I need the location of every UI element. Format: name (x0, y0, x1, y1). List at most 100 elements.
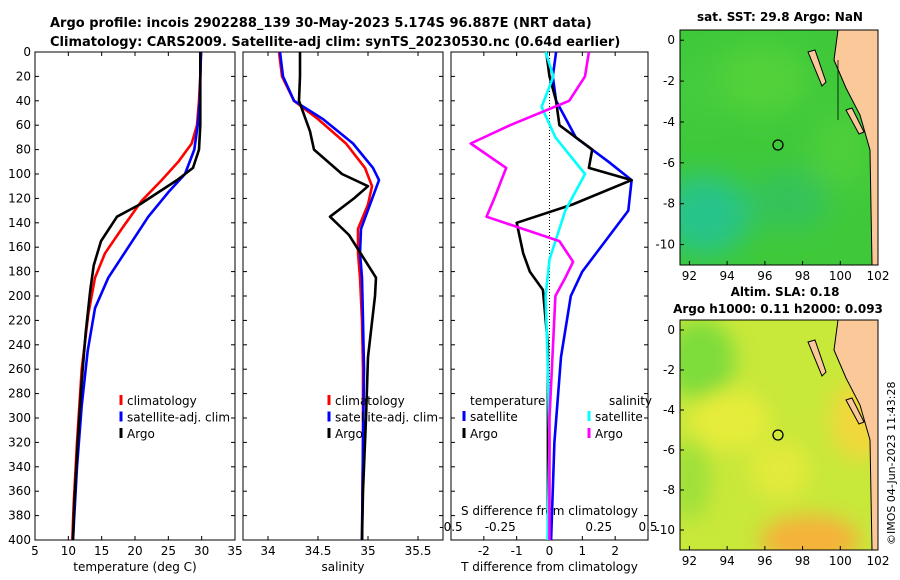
sst-argo-marker (772, 139, 784, 151)
legend-salinity-title: salinity (609, 394, 652, 408)
sla-map-subtitle: Argo h1000: 0.11 h2000: 0.093 (673, 302, 883, 316)
salinity-legend-label: satellite-adj. clim (335, 411, 438, 425)
depth-tick-label: 220 (8, 313, 31, 327)
series-line-s-argo (469, 51, 591, 540)
temperature-legend-label: satellite-adj. clim (127, 411, 230, 425)
difference-legend-label: Argo (595, 427, 623, 441)
sla-map-xtick-label: 98 (795, 554, 810, 568)
difference-xtick-label: -2 (478, 544, 490, 558)
sla-map-ytick-label: -10 (655, 523, 675, 537)
difference-xtick-label: 1 (579, 544, 587, 558)
depth-tick-label: 400 (8, 533, 31, 547)
chart-subtitle: Climatology: CARS2009. Satellite-adj cli… (50, 35, 620, 50)
depth-tick-label: 320 (8, 435, 31, 449)
series-line-argo (71, 52, 202, 541)
difference-xtick2-label: 0.5 (638, 520, 657, 534)
sst-map-xtick-label: 102 (867, 269, 890, 283)
depth-tick-label: 140 (8, 216, 31, 230)
timestamp: ©IMOS 04-Jun-2023 11:43:28 (885, 381, 898, 545)
temperature-xlabel: temperature (deg C) (73, 560, 196, 574)
depth-tick-label: 180 (8, 265, 31, 279)
sst-map-ytick-label: -10 (655, 238, 675, 252)
temperature-xtick-label: 5 (31, 544, 39, 558)
depth-tick-label: 260 (8, 362, 31, 376)
difference-xtick-label: 0 (546, 544, 554, 558)
depth-tick-label: 20 (16, 69, 31, 83)
sla-map-ytick-label: 0 (667, 323, 675, 337)
sst-map-ytick-label: -8 (663, 197, 675, 211)
difference-legend-label: satellite (595, 410, 643, 424)
sla-map-ytick-label: -6 (663, 443, 675, 457)
temperature-xtick-label: 35 (227, 544, 242, 558)
difference-legend-label: satellite (470, 410, 518, 424)
sla-argo-marker (772, 429, 784, 441)
sla-map-image (680, 320, 878, 550)
difference-xtick-label: -1 (511, 544, 523, 558)
series-line-satellite-adj-clim (278, 51, 381, 541)
series-line-t-satellite (549, 51, 633, 541)
temperature-legend-label: Argo (127, 427, 155, 441)
depth-tick-label: 380 (8, 509, 31, 523)
series-line-s-satellite (540, 51, 587, 541)
sla-map-xtick-label: 92 (682, 554, 697, 568)
sst-map-xtick-label: 94 (720, 269, 735, 283)
sst-map-ytick-label: -4 (663, 115, 675, 129)
difference-xtick2-label: -0.5 (439, 520, 462, 534)
sst-map-xtick-label: 96 (757, 269, 772, 283)
depth-tick-label: 160 (8, 240, 31, 254)
salinity-panel: 34 34.5 35 35.5 salinity climatology satellite… (242, 51, 444, 574)
sla-map-xtick-label: 94 (720, 554, 735, 568)
depth-tick-label: 100 (8, 167, 31, 181)
temperature-xtick-label: 15 (94, 544, 109, 558)
series-line-t-argo (515, 51, 633, 540)
depth-tick-label: 340 (8, 460, 31, 474)
legend-temperature-title: temperature (470, 394, 545, 408)
series-line-argo (297, 52, 378, 541)
difference-xtick2-label: -0.25 (485, 520, 516, 534)
difference-legend-label: Argo (470, 427, 498, 441)
salinity-xtick-label: 34 (260, 544, 275, 558)
sst-map-ytick-label: -6 (663, 156, 675, 170)
chart-title: Argo profile: incois 2902288_139 30-May-… (50, 16, 592, 31)
temperature-xtick-label: 30 (194, 544, 209, 558)
depth-tick-label: 360 (8, 484, 31, 498)
salinity-frame (242, 51, 444, 541)
sla-map-xtick-label: 102 (867, 554, 890, 568)
difference-xtick2-label: 0.25 (585, 520, 612, 534)
salinity-xtick-label: 35.5 (405, 544, 432, 558)
sst-map-xtick-label: 100 (829, 269, 852, 283)
salinity-legend-label: climatology (335, 394, 405, 408)
depth-tick-label: 240 (8, 338, 31, 352)
sst-map-axes: 92 94 96 98 100 102 0 -2 -4 -6 -8 -10 (655, 33, 889, 283)
sst-map-ytick-label: 0 (667, 33, 675, 47)
sla-map-ytick-label: -8 (663, 483, 675, 497)
sla-map-ytick-label: -2 (663, 363, 675, 377)
salinity-xtick-label: 34.5 (305, 544, 332, 558)
depth-tick-label: 280 (8, 387, 31, 401)
sst-map-ytick-label: -2 (663, 74, 675, 88)
salinity-legend-label: Argo (335, 427, 363, 441)
temperature-xtick-label: 10 (61, 544, 76, 558)
depth-tick-label: 80 (16, 143, 31, 157)
depth-tick-label: 0 (23, 45, 31, 59)
temperature-frame (34, 51, 236, 541)
sst-map-xtick-label: 98 (795, 269, 810, 283)
temperature-panel: 0 20 40 60 80 100 120 140 160 180 200 220 240 260 280 3… (8, 45, 243, 574)
sst-map-image (680, 30, 878, 265)
sla-map-xtick-label: 100 (829, 554, 852, 568)
temperature-xtick-label: 20 (127, 544, 142, 558)
sst-map-xtick-label: 92 (682, 269, 697, 283)
sla-map-title: Altim. SLA: 0.18 (731, 285, 840, 299)
sst-map-title: sat. SST: 29.8 Argo: NaN (697, 10, 863, 24)
depth-tick-label: 60 (16, 118, 31, 132)
salinity-xtick-label: 35 (360, 544, 375, 558)
series-line-climatology (277, 51, 374, 541)
sla-map-ytick-label: -4 (663, 403, 675, 417)
depth-tick-label: 120 (8, 191, 31, 205)
sla-map-xtick-label: 96 (757, 554, 772, 568)
difference-xtick-label: 2 (611, 544, 619, 558)
difference-xlabel: T difference from climatology (460, 560, 638, 574)
depth-tick-label: 40 (16, 94, 31, 108)
